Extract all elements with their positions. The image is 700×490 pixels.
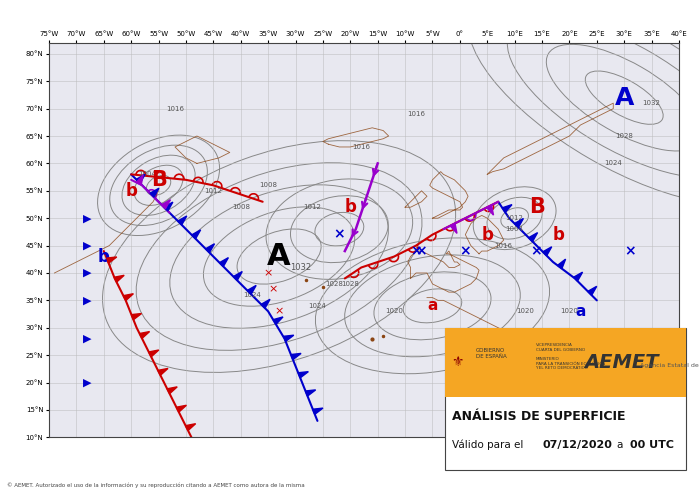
Text: Válido para el: Válido para el [452, 440, 523, 450]
Text: 07/12/2020: 07/12/2020 [542, 440, 612, 450]
Text: ×: × [416, 244, 427, 258]
Polygon shape [164, 202, 173, 211]
Polygon shape [132, 314, 141, 319]
Text: 1008: 1008 [232, 204, 250, 210]
Text: 1016: 1016 [166, 106, 184, 112]
Polygon shape [450, 223, 457, 233]
Text: 1012: 1012 [505, 215, 524, 221]
Text: b: b [552, 225, 564, 244]
Polygon shape [186, 424, 195, 431]
Polygon shape [486, 205, 493, 215]
Text: 1028: 1028 [342, 281, 359, 287]
Polygon shape [162, 200, 171, 209]
Polygon shape [114, 275, 124, 282]
Text: 1020: 1020 [517, 308, 535, 314]
Text: 1016: 1016 [407, 111, 425, 117]
Polygon shape [150, 188, 159, 197]
Text: 1032: 1032 [290, 263, 312, 272]
Polygon shape [178, 216, 187, 225]
Text: 1028: 1028 [325, 281, 343, 287]
Polygon shape [514, 219, 524, 227]
Polygon shape [167, 387, 177, 393]
Text: ▶: ▶ [83, 241, 92, 250]
Text: 1020: 1020 [561, 308, 578, 314]
Text: 1016: 1016 [352, 144, 370, 150]
Polygon shape [574, 272, 582, 281]
Text: ▶: ▶ [83, 377, 92, 388]
Text: ▶: ▶ [83, 268, 92, 278]
Text: GOBIERNO
DE ESPAÑA: GOBIERNO DE ESPAÑA [476, 348, 507, 359]
Text: A: A [615, 86, 634, 110]
Polygon shape [106, 257, 117, 263]
Text: 1028: 1028 [615, 133, 634, 139]
Text: a: a [616, 440, 622, 450]
Polygon shape [261, 299, 270, 308]
Polygon shape [502, 205, 512, 212]
Text: 1004: 1004 [505, 226, 524, 232]
Text: ⚜: ⚜ [452, 355, 464, 369]
Polygon shape [123, 294, 134, 300]
Polygon shape [305, 390, 316, 396]
Text: 00 UTC: 00 UTC [630, 440, 674, 450]
Text: b: b [125, 182, 137, 200]
Text: VICEPRESIDENCIA
CUARTA DEL GOBIERNO

MINISTERIO
PARA LA TRANSICIÓN ECOLÓGICA
Y E: VICEPRESIDENCIA CUARTA DEL GOBIERNO MINI… [536, 343, 605, 370]
Text: 1012: 1012 [303, 204, 321, 210]
Polygon shape [206, 244, 214, 253]
Polygon shape [291, 353, 301, 360]
Text: B: B [150, 170, 167, 190]
Polygon shape [273, 317, 283, 324]
Text: a: a [575, 304, 586, 319]
Polygon shape [542, 247, 552, 256]
Text: ×: × [269, 284, 279, 294]
Text: ×: × [274, 306, 284, 317]
Text: 1024: 1024 [243, 292, 260, 298]
Text: B: B [528, 197, 545, 217]
Text: 1008: 1008 [259, 182, 277, 188]
Text: 1020: 1020 [385, 308, 403, 314]
Polygon shape [247, 285, 256, 294]
Text: 1004: 1004 [139, 172, 157, 177]
Text: ×: × [624, 244, 636, 258]
Text: b: b [98, 247, 110, 266]
Polygon shape [149, 350, 159, 357]
Text: b: b [482, 225, 494, 244]
Text: AEMET: AEMET [584, 353, 659, 372]
Text: 1016: 1016 [495, 243, 512, 248]
Polygon shape [136, 174, 145, 183]
Polygon shape [192, 230, 201, 239]
Polygon shape [557, 259, 566, 269]
Text: A: A [267, 242, 291, 271]
Text: ×: × [333, 228, 345, 242]
Polygon shape [158, 368, 168, 375]
Text: ×: × [263, 268, 273, 278]
Text: Agencia Estatal de Meteorología: Agencia Estatal de Meteorología [640, 363, 700, 368]
Polygon shape [139, 332, 150, 339]
Text: ×: × [459, 244, 471, 258]
Text: ▶: ▶ [83, 334, 92, 343]
Text: ▶: ▶ [83, 213, 92, 223]
Polygon shape [233, 271, 242, 280]
Text: © AEMET. Autorizado el uso de la información y su reproducción citando a AEMET c: © AEMET. Autorizado el uso de la informa… [7, 482, 304, 488]
Text: ANÁLISIS DE SUPERFICIE: ANÁLISIS DE SUPERFICIE [452, 410, 625, 423]
Text: 1024: 1024 [604, 160, 622, 167]
Text: ×: × [410, 244, 422, 258]
Text: 1024: 1024 [309, 303, 326, 309]
Text: b: b [344, 198, 356, 216]
Text: ×: × [531, 244, 542, 258]
Polygon shape [588, 286, 596, 295]
Text: a: a [427, 298, 438, 313]
Polygon shape [298, 371, 309, 378]
Polygon shape [284, 335, 294, 342]
Text: 1012: 1012 [204, 188, 223, 194]
Polygon shape [136, 175, 144, 185]
Text: 1032: 1032 [643, 100, 661, 106]
Polygon shape [176, 405, 186, 412]
Polygon shape [528, 233, 538, 242]
Polygon shape [313, 408, 323, 415]
Text: ▶: ▶ [83, 295, 92, 305]
Polygon shape [220, 258, 228, 267]
